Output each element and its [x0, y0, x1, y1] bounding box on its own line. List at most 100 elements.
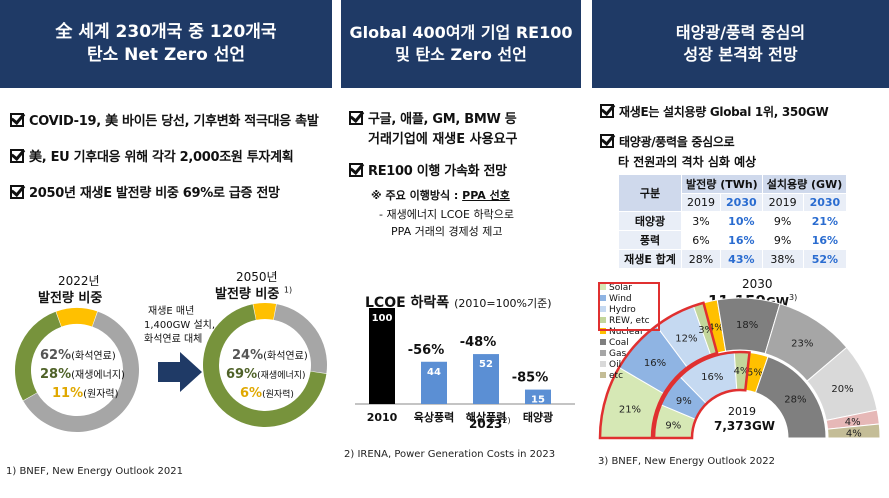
table-year: 2030: [802, 193, 848, 212]
table-row: 태양광 3% 10% 9% 21%: [618, 211, 848, 231]
panel2-sub-2: - 재생에너지 LCOE 하락으로: [379, 208, 514, 221]
donut-chart-2050: [203, 303, 327, 427]
legend-label: etc: [609, 371, 624, 381]
chart-legend: Solar Wind Hydro REW, etc Nuclear Coal Gas Oil e…: [600, 283, 650, 382]
panel2-title-line1: Global 400여개 기업 RE100: [349, 23, 573, 43]
table-row-total: 재생E 합계 28% 43% 38% 52%: [618, 249, 848, 269]
panel3-bullet-2: 태양광/풍력을 중심으로: [600, 133, 735, 150]
donut2050-legend-fossil: 24%(화석연료): [232, 348, 308, 363]
panel2-sub-1: ※ 주요 이행방식 : PPA 선호: [371, 189, 510, 202]
lcoe-bar: [473, 354, 499, 404]
legend-swatch: [600, 317, 606, 323]
panel2-footnote: 2) IRENA, Power Generation Costs in 2023: [344, 449, 556, 460]
legend-swatch: [600, 350, 606, 356]
semi-donut-label: 3%: [698, 325, 714, 336]
panel3-bullet-2-line2: 타 전원과의 격차 심화 예상: [618, 155, 757, 169]
donut-slice: [14, 311, 62, 401]
capacity-table: 구분 발전량 (TWh) 설치용량 (GW) 2019 2030 2019 20…: [618, 174, 848, 269]
semi-donut-slice: [827, 423, 881, 439]
donut-slice: [253, 303, 277, 320]
lcoe-category-label: 2010: [367, 411, 398, 424]
lcoe-bar: [369, 308, 395, 404]
semi-donut-label: 23%: [791, 339, 813, 350]
panel-net-zero: 全 세계 230개국 중 120개국 탄소 Net Zero 선언 COVID-…: [0, 0, 332, 445]
legend-swatch: [600, 339, 606, 345]
inner-total: 7,373GW: [714, 419, 776, 433]
legend-label: Nuclear: [609, 327, 644, 337]
lcoe-value-label: 44: [427, 367, 441, 378]
semi-donut-label: 9%: [676, 396, 692, 407]
arrow-right-icon: [158, 352, 202, 392]
checkbox-icon: [10, 149, 24, 163]
panel1-bullet-3: 2050년 재생E 발전량 비중 69%로 급증 전망: [10, 182, 280, 201]
semi-donut-label: 18%: [736, 320, 758, 331]
semi-donut-label: 21%: [619, 404, 641, 415]
legend-swatch: [600, 372, 606, 378]
legend-item: Hydro: [600, 305, 650, 316]
semi-donut-label: 4%: [846, 428, 862, 439]
panel1-bullet-1: COVID-19, 美 바이든 당선, 기후변화 적극대응 촉발: [10, 110, 319, 129]
semi-donut-label: 12%: [675, 333, 697, 344]
checkbox-icon: [600, 104, 614, 118]
checkbox-icon: [10, 113, 24, 127]
lcoe-change-label: -48%: [460, 335, 497, 350]
legend-label: REW, etc: [609, 316, 650, 326]
legend-label: Coal: [609, 338, 629, 348]
lcoe-category-label: 육상풍력: [414, 410, 454, 424]
lcoe-change-label: -56%: [408, 343, 445, 358]
panel-solar-wind: 태양광/풍력 중심의 성장 본격화 전망 재생E는 설치용량 Global 1위…: [592, 0, 889, 445]
panel2-bullet-1-line2: 거래기업에 재생E 사용요구: [368, 132, 518, 147]
legend-item: REW, etc: [600, 316, 650, 327]
table-year: 2019: [681, 193, 721, 212]
lcoe-value-label: 15: [531, 395, 545, 406]
lcoe-chart-title: LCOE 하락폭 (2010=100%기준): [365, 295, 552, 311]
lcoe-year-label: 20232): [469, 416, 511, 431]
donut2022-legend-nuclear: 11%(원자력): [52, 386, 119, 401]
lcoe-bar-chart: 100 2010 44 -56% 육상풍력 52 -48% 해상풍력 15 -85% 태양광: [355, 308, 575, 424]
donut2050-legend-renewable: 69%(재생에너지): [226, 367, 306, 382]
donut-slice: [56, 308, 98, 327]
lcoe-change-label: -85%: [512, 371, 549, 386]
legend-item: Gas: [600, 349, 650, 360]
legend-highlight-box: [598, 282, 660, 331]
lcoe-value-label: 52: [479, 359, 493, 370]
checkbox-icon: [600, 134, 614, 148]
panel-re100: Global 400여개 기업 RE100 및 탄소 Zero 선언 구글, 애…: [341, 0, 581, 445]
table-header-generation: 발전량 (TWh): [681, 174, 763, 194]
arrow-note-2: 1,400GW 설치,: [144, 320, 216, 331]
panel2-bullet-1: 구글, 애플, GM, BMW 등: [349, 108, 517, 127]
lcoe-category-label: 해상풍력: [466, 410, 506, 424]
legend-swatch: [600, 295, 606, 301]
inner-year: 2019: [728, 405, 756, 418]
panel1-bullet-2: 美, EU 기후대응 위해 각각 2,000조원 투자계획: [10, 146, 294, 165]
panel3-header: 태양광/풍력 중심의 성장 본격화 전망: [592, 0, 889, 88]
table-header-capacity: 설치용량 (GW): [761, 174, 848, 194]
donut2050-label: 발전량 비중 1): [215, 285, 293, 302]
panel3-bullet-1: 재생E는 설치용량 Global 1위, 350GW: [600, 103, 829, 120]
semi-donut-label: 20%: [831, 384, 853, 395]
panel2-header: Global 400여개 기업 RE100 및 탄소 Zero 선언: [341, 0, 581, 88]
donut2022-year: 2022년: [58, 274, 100, 288]
semi-donut-label: 4%: [708, 323, 724, 334]
semi-donut-label: 5%: [747, 368, 763, 379]
table-header-category: 구분: [618, 174, 682, 212]
donut2022-legend-renewable: 28%(재생에너지): [40, 367, 125, 382]
table-year: 2019: [761, 193, 804, 212]
legend-item: Oil: [600, 360, 650, 371]
lcoe-category-label: 태양광: [523, 410, 553, 424]
panel1-header: 全 세계 230개국 중 120개국 탄소 Net Zero 선언: [0, 0, 332, 88]
arrow-note-1: 재생E 매년: [148, 306, 195, 317]
checkbox-icon: [349, 111, 363, 125]
legend-label: Wind: [609, 294, 632, 304]
semi-donut-label: 16%: [701, 372, 723, 383]
panel3-title-line2: 성장 본격화 전망: [683, 45, 798, 64]
legend-item: Solar: [600, 283, 650, 294]
legend-label: Hydro: [609, 305, 636, 315]
legend-label: Oil: [609, 360, 622, 370]
legend-label: Solar: [609, 283, 632, 293]
table-year: 2030: [719, 193, 763, 212]
donut-slice: [273, 304, 327, 374]
lcoe-value-label: 100: [372, 313, 393, 324]
semi-donut-slice: [755, 356, 827, 439]
renewable-highlight-inner: [652, 350, 751, 440]
